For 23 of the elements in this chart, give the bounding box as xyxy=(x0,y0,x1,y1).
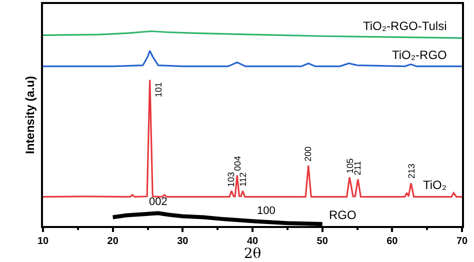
series-label: TiO₂ xyxy=(423,178,447,192)
annotation: 211 xyxy=(352,160,363,176)
x-tick-label: 70 xyxy=(456,236,468,247)
annotation: 105 xyxy=(344,158,355,174)
series-label: TiO₂-RGO xyxy=(392,48,447,62)
y-axis-title: Intensity (a.u) xyxy=(22,76,37,154)
annotation: 100 xyxy=(257,205,276,217)
annotation: 002 xyxy=(149,196,168,208)
x-tick-label: 60 xyxy=(386,236,398,247)
annotation: 101 xyxy=(153,82,164,98)
annotation: 213 xyxy=(406,164,416,179)
x-tick-label: 50 xyxy=(316,236,328,247)
annotation: 200 xyxy=(303,146,314,162)
annotation: 004 xyxy=(232,156,242,172)
x-tick-label: 40 xyxy=(246,236,258,247)
x-tick-label: 30 xyxy=(177,236,189,247)
annotation: 112 xyxy=(238,172,248,187)
x-tick-label: 20 xyxy=(107,236,119,247)
series-label: RGO xyxy=(329,208,356,222)
series-label: TiO₂-RGO-Tulsi xyxy=(363,19,447,33)
x-tick-label: 10 xyxy=(37,236,49,247)
annotation: 103 xyxy=(226,172,236,187)
x-axis-title: 2θ xyxy=(244,246,262,262)
